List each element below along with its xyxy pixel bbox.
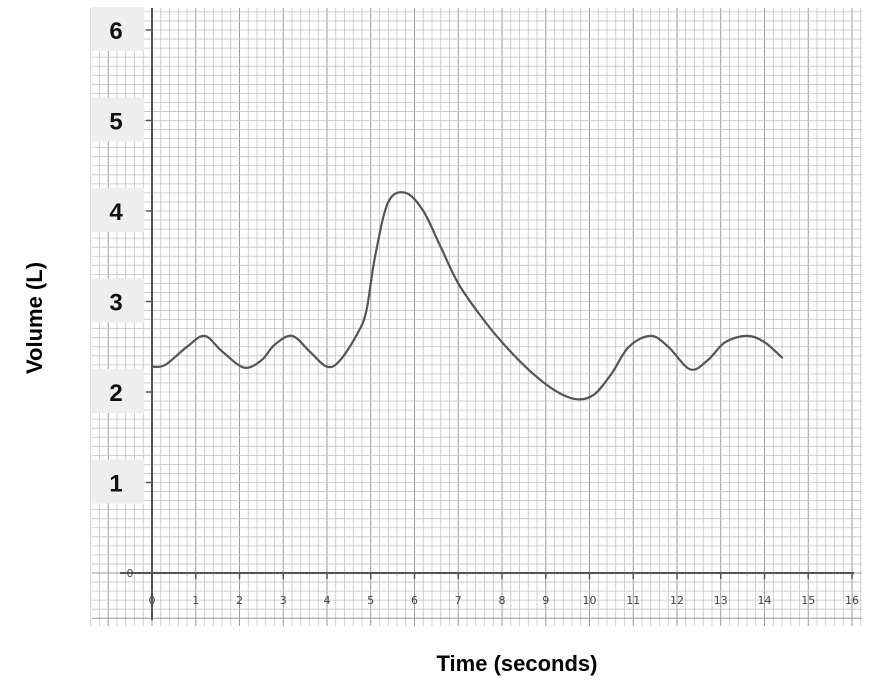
y-tick-label-bg bbox=[92, 369, 144, 413]
y-tick-label: 1 bbox=[109, 471, 122, 498]
y-tick-label-bg bbox=[92, 188, 144, 232]
y-tick-label: 6 bbox=[109, 18, 122, 45]
series bbox=[150, 191, 784, 401]
x-tick-label: 2 bbox=[236, 594, 243, 607]
x-tick-label: 6 bbox=[411, 594, 418, 607]
y-tick-label: 3 bbox=[109, 290, 122, 317]
x-tick-label: 13 bbox=[714, 594, 728, 607]
x-tick-label: 9 bbox=[542, 594, 549, 607]
x-tick-label: 11 bbox=[626, 594, 640, 607]
grid bbox=[90, 8, 862, 626]
y-tick-labels: 0 1 2 3 4 5 6 bbox=[92, 7, 144, 580]
x-tick-label: 12 bbox=[670, 594, 684, 607]
x-tick-label: 10 bbox=[583, 594, 597, 607]
x-tick-labels: 0 1 2 3 4 5 6 7 8 9 10 11 12 13 14 15 16 bbox=[149, 594, 860, 607]
y-tick-label: 0 bbox=[127, 567, 134, 580]
y-tick-label-bg bbox=[92, 7, 144, 51]
y-tick-label: 2 bbox=[109, 380, 122, 407]
y-tick-label: 4 bbox=[109, 199, 123, 226]
x-tick-label: 5 bbox=[367, 594, 374, 607]
y-tick-label-bg bbox=[92, 97, 144, 142]
x-tick-label: 14 bbox=[758, 594, 772, 607]
x-tick-label: 4 bbox=[324, 594, 331, 607]
y-tick-label: 5 bbox=[109, 109, 122, 136]
x-axis-title: Time (seconds) bbox=[437, 651, 598, 676]
x-tick-label: 0 bbox=[149, 594, 156, 607]
x-tick-label: 15 bbox=[801, 594, 815, 607]
y-tick-label-bg bbox=[92, 459, 144, 504]
x-tick-label: 7 bbox=[455, 594, 462, 607]
y-tick-label-bg bbox=[92, 278, 144, 323]
x-tick-label: 8 bbox=[499, 594, 506, 607]
x-tick-label: 16 bbox=[845, 594, 859, 607]
series-line bbox=[150, 191, 784, 401]
axes bbox=[120, 8, 854, 620]
y-axis-title: Volume (L) bbox=[22, 262, 47, 374]
x-tick-label: 3 bbox=[280, 594, 287, 607]
x-tick-label: 1 bbox=[192, 594, 199, 607]
